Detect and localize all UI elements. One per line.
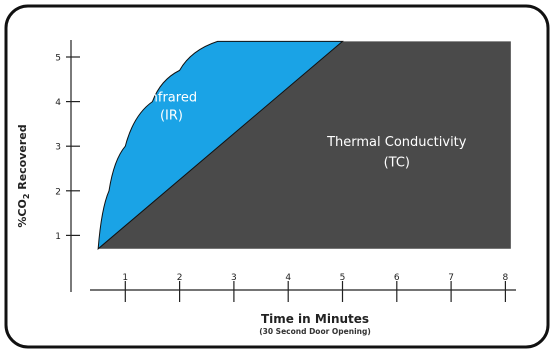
- x-tick-label: 7: [448, 273, 454, 283]
- tc-label: Thermal Conductivity: [326, 135, 467, 150]
- x-tick-label: 4: [285, 273, 291, 283]
- ir-label: Infrared: [146, 91, 197, 106]
- x-tick-label: 5: [340, 273, 346, 283]
- y-tick-label: 5: [55, 54, 61, 64]
- ir-short-label: (IR): [160, 108, 183, 123]
- x-axis-subtitle: (30 Second Door Opening): [259, 327, 371, 336]
- tc-area: [98, 41, 511, 249]
- y-title-post: Recovered: [16, 124, 29, 193]
- y-title-pre: %CO: [16, 199, 29, 227]
- y-tick-label: 4: [55, 98, 61, 108]
- y-title-sub: 2: [22, 194, 31, 200]
- x-tick-label: 2: [177, 273, 183, 283]
- x-tick-label: 3: [231, 273, 237, 283]
- ticks: 1 2 3 4 5 1 2 3 4 5 6 7 8: [55, 54, 509, 302]
- x-axis-title: Time in Minutes: [261, 312, 369, 326]
- x-tick-label: 1: [122, 273, 128, 283]
- y-tick-label: 3: [55, 143, 61, 153]
- y-tick-label: 2: [55, 187, 61, 197]
- tc-short-label: (TC): [384, 155, 410, 170]
- chart-card: 1 2 3 4 5 1 2 3 4 5 6 7 8 Infrared (IR) Thermal Cond…: [4, 4, 550, 349]
- x-tick-label: 6: [394, 273, 400, 283]
- y-tick-label: 1: [55, 232, 61, 242]
- ir-area: [97, 40, 344, 250]
- y-axis-title: %CO2 Recovered: [16, 124, 31, 227]
- x-tick-label: 8: [503, 273, 509, 283]
- plot-area: [97, 40, 511, 250]
